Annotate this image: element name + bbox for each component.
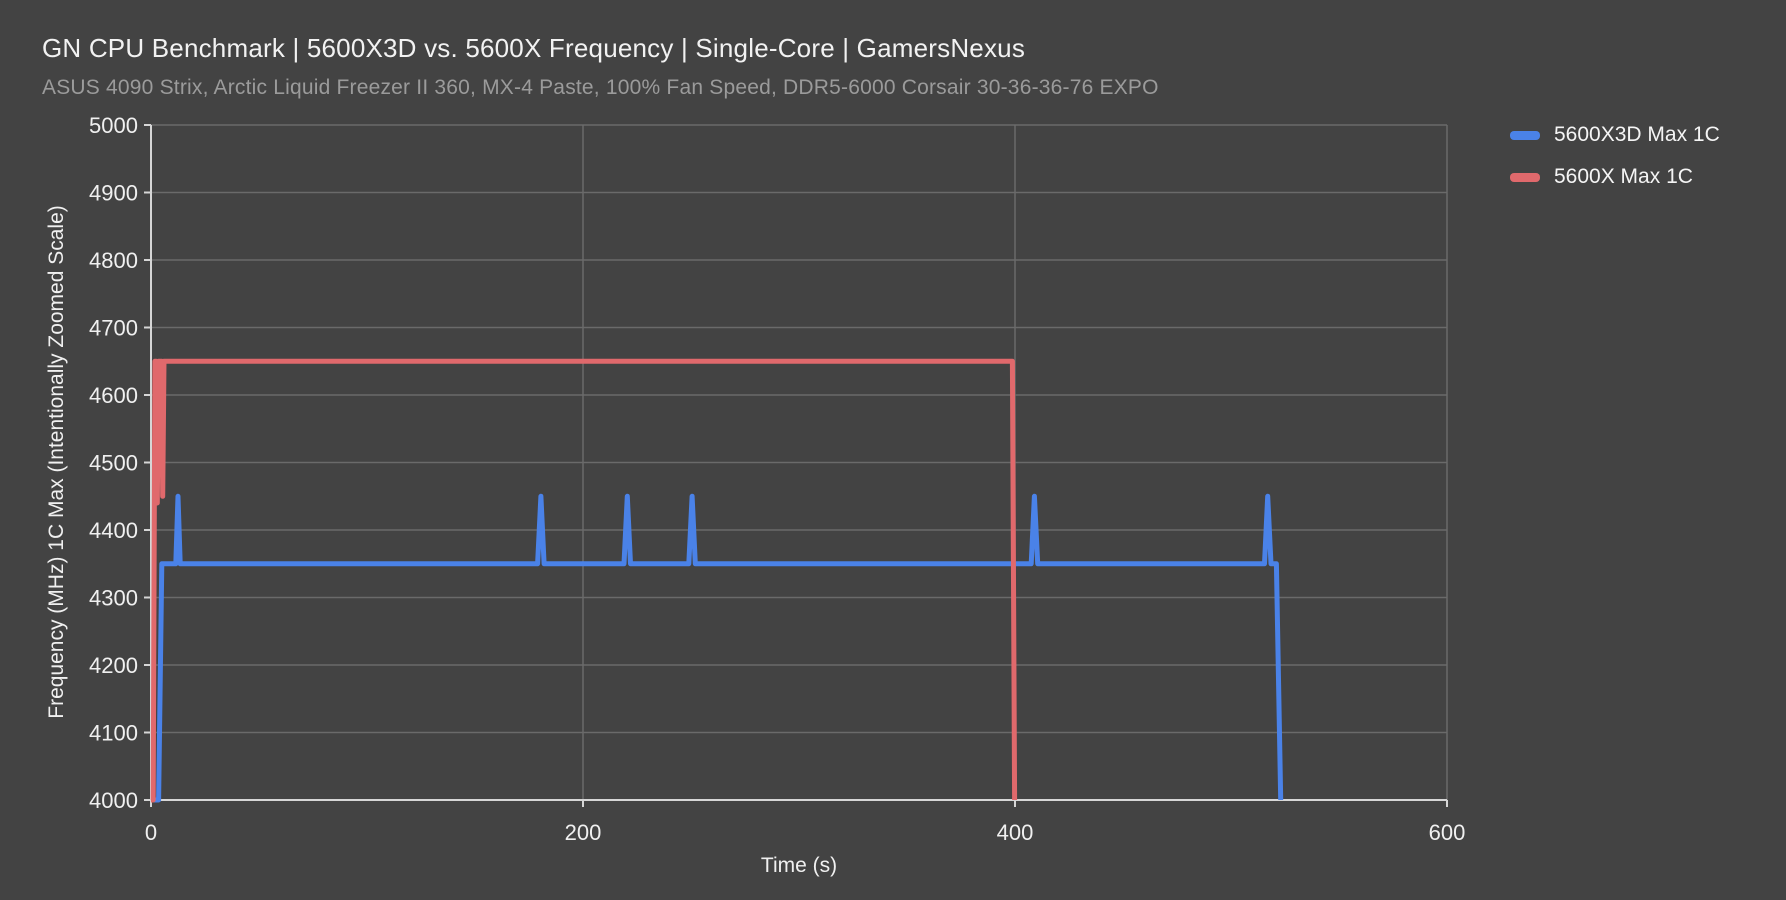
legend-item-5600x: 5600X Max 1C bbox=[1510, 165, 1720, 188]
y-tick-label: 4800 bbox=[89, 248, 138, 273]
y-tick-label: 4900 bbox=[89, 181, 138, 206]
series-line-5600x-max-1c bbox=[150, 358, 1018, 803]
y-tick-label: 4300 bbox=[89, 586, 138, 611]
x-tick-label: 200 bbox=[565, 820, 602, 845]
x-axis-title: Time (s) bbox=[760, 854, 838, 877]
x-tick-label: 400 bbox=[997, 820, 1034, 845]
legend-item-5600x3d: 5600X3D Max 1C bbox=[1510, 123, 1720, 146]
y-tick-label: 4000 bbox=[89, 788, 138, 813]
x-tick-label: 0 bbox=[145, 820, 157, 845]
x-tick-label: 600 bbox=[1429, 820, 1466, 845]
y-tick-label: 4100 bbox=[89, 721, 138, 746]
y-tick-label: 5000 bbox=[89, 113, 138, 138]
y-axis-title: Frequency (MHz) 1C Max (Intentionally Zo… bbox=[45, 205, 68, 719]
chart-subtitle: ASUS 4090 Strix, Arctic Liquid Freezer I… bbox=[42, 76, 1159, 99]
chart-title: GN CPU Benchmark | 5600X3D vs. 5600X Fre… bbox=[42, 33, 1026, 63]
y-tick-label: 4200 bbox=[89, 653, 138, 678]
legend-swatch-5600x bbox=[1510, 172, 1540, 182]
legend-swatch-5600x3d bbox=[1510, 130, 1540, 140]
series-line-5600x3d-max-1c bbox=[151, 493, 1284, 803]
y-tick-label: 4500 bbox=[89, 451, 138, 476]
legend-label-5600x: 5600X Max 1C bbox=[1554, 165, 1693, 188]
y-tick-label: 4700 bbox=[89, 316, 138, 341]
y-tick-label: 4600 bbox=[89, 383, 138, 408]
y-tick-label: 4400 bbox=[89, 518, 138, 543]
legend-label-5600x3d: 5600X3D Max 1C bbox=[1554, 123, 1720, 146]
legend: 5600X3D Max 1C 5600X Max 1C bbox=[1510, 123, 1720, 188]
